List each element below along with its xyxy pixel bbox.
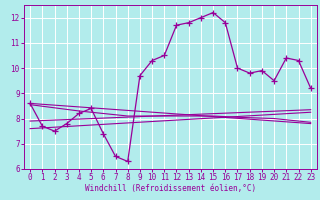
X-axis label: Windchill (Refroidissement éolien,°C): Windchill (Refroidissement éolien,°C) bbox=[85, 184, 256, 193]
